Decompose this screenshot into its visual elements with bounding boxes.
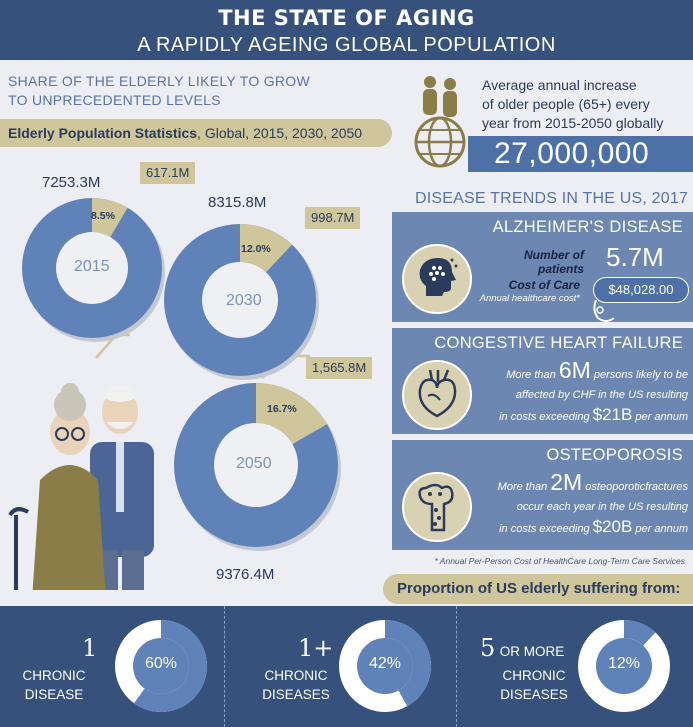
- total-2015: 7253.3M: [42, 174, 101, 191]
- share-2050-label: 16.7%: [267, 403, 297, 415]
- chf-title: CONGESTIVE HEART FAILURE: [434, 334, 683, 352]
- chronic-2-pct: 42%: [368, 655, 402, 672]
- chronic-donut-2-center: [357, 638, 413, 694]
- cost-of-care-sub: Annual healthcare cost*: [479, 293, 580, 304]
- chf-description: More than 6M persons likely to be affect…: [499, 357, 688, 425]
- chronic-3-number: 5: [480, 634, 496, 662]
- donut-2015-hole: [56, 232, 128, 304]
- annual-increase-text: Average annual increase of older people …: [482, 77, 664, 131]
- patients-value: 5.7M: [606, 242, 664, 272]
- chronic-3-number-suffix: OR MORE: [499, 644, 565, 659]
- chronic-1-pct: 60%: [144, 655, 178, 672]
- alzheimers-panel: ALZHEIMER'S DISEASE Number of patients 5…: [392, 212, 693, 322]
- cost-of-care-label: Cost of Care: [508, 278, 580, 292]
- annual-increase-count: 27,000,000: [468, 136, 693, 172]
- osteo-fractures-value: 2M: [550, 469, 583, 495]
- chronic-2-label: CHRONIC DISEASES: [262, 668, 330, 702]
- donut-2030-elderly-slice: [240, 224, 293, 273]
- chronic-1-label: CHRONIC DISEASE: [22, 668, 86, 702]
- osteoporosis-title: OSTEOPOROSIS: [546, 446, 683, 464]
- chronic-donut-2-slice: [385, 620, 432, 707]
- chronic-1-number: 1: [82, 634, 98, 662]
- chronic-donut-3-slice: [624, 620, 656, 646]
- cost-of-care-value: $48,028.00: [593, 277, 689, 303]
- chronic-disease-section: 1 CHRONIC DISEASE 1+ CHRONIC DISEASES 5 …: [0, 606, 693, 727]
- elderly-2030-callout: 998.7M: [305, 207, 361, 229]
- share-2030-label: 12.0%: [241, 243, 271, 255]
- price-tag-icon: [593, 299, 615, 322]
- alzheimers-title: ALZHEIMER'S DISEASE: [492, 218, 683, 236]
- chronic-3-pct: 12%: [607, 655, 641, 672]
- page-subtitle: A RAPIDLY AGEING GLOBAL POPULATION: [137, 34, 556, 56]
- chronic-donut-1-center: [133, 638, 189, 694]
- proportion-heading: Proportion of US elderly suffering from:: [383, 574, 693, 604]
- chronic-donut-3-center: [596, 638, 652, 694]
- share-heading: SHARE OF THE ELDERLY LIKELY TO GROW TO U…: [8, 73, 310, 108]
- heart-organ-icon: [402, 360, 472, 430]
- osteo-cost-value: $20B: [592, 517, 633, 536]
- divider: [456, 606, 457, 727]
- page-title: THE STATE OF AGING: [218, 6, 475, 30]
- chronic-3-number-wrap: 5 OR MORE: [480, 634, 564, 662]
- footnote: * Annual Per-Person Cost of HealthCare L…: [434, 556, 685, 566]
- header: THE STATE OF AGING A RAPIDLY AGEING GLOB…: [0, 0, 693, 60]
- total-2030: 8315.8M: [208, 194, 267, 211]
- donut-2050-elderly-slice: [256, 383, 328, 445]
- total-2050: 9376.4M: [216, 566, 275, 583]
- chronic-donut-1-slice: [133, 620, 208, 712]
- brain-head-icon: [402, 244, 472, 314]
- chronic-donuts: [115, 620, 670, 712]
- stats-bar-bold: Elderly Population Statistics: [8, 125, 198, 141]
- osteoporosis-panel: OSTEOPOROSIS More than 2M osteoporoticfr…: [392, 440, 693, 550]
- share-2015-label: 8.5%: [91, 210, 115, 222]
- chronic-2-number: 1+: [298, 634, 334, 662]
- stats-bar: Elderly Population Statistics, Global, 2…: [0, 119, 392, 147]
- elderly-2050-callout: 1,565.8M: [306, 357, 373, 379]
- bone-icon: [402, 472, 472, 542]
- year-2030-label: 2030: [226, 292, 262, 309]
- donut-2050-hole: [214, 423, 298, 507]
- donut-2030-hole: [202, 262, 278, 338]
- elderly-couple-illustration: [8, 383, 154, 590]
- chf-persons-value: 6M: [558, 357, 591, 383]
- divider: [224, 606, 225, 727]
- population-donut-charts: [8, 198, 341, 590]
- globe-people-icon: [414, 76, 466, 168]
- chf-cost-value: $21B: [592, 405, 633, 424]
- year-2015-label: 2015: [74, 258, 110, 275]
- chronic-3-label: CHRONIC DISEASES: [500, 668, 568, 702]
- year-2050-label: 2050: [236, 455, 272, 472]
- elderly-2015-callout: 617.1M: [140, 162, 196, 184]
- disease-trends-heading: DISEASE TRENDS IN THE US, 2017: [415, 190, 689, 207]
- osteoporosis-description: More than 2M osteoporoticfractures occur…: [497, 469, 688, 537]
- stats-bar-rest: , Global, 2015, 2030, 2050: [197, 125, 363, 141]
- chf-panel: CONGESTIVE HEART FAILURE More than 6M pe…: [392, 328, 693, 434]
- patients-label: Number of patients: [524, 248, 584, 276]
- donut-2015-elderly-slice: [92, 198, 128, 238]
